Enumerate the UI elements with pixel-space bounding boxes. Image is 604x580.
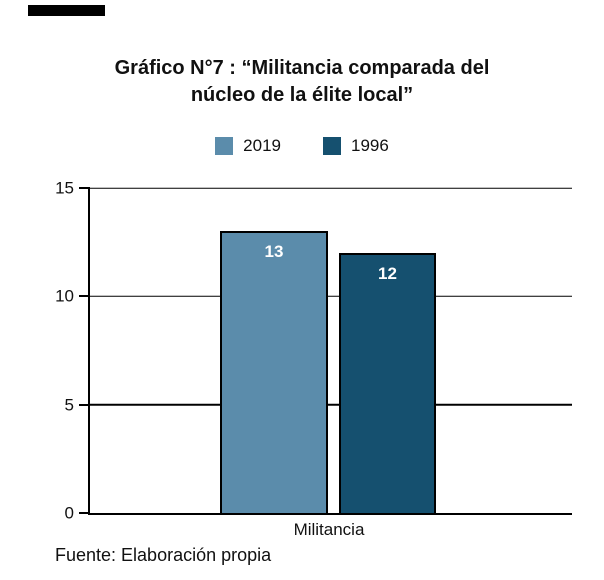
y-axis-tick [79,187,90,189]
source-note: Fuente: Elaboración propia [55,545,272,565]
y-axis-tick-label: 10 [55,286,74,306]
legend-item-1996: 1996 [323,136,389,156]
legend-swatch-1996-icon [323,137,341,155]
chart-legend: 2019 1996 [0,136,604,156]
legend-swatch-2019-icon [215,137,234,155]
y-axis-tick [79,403,90,406]
legend-label-2019: 2019 [243,136,281,155]
legend-item-2019: 2019 [215,136,281,156]
legend-label-1996: 1996 [351,136,389,155]
x-axis-label: Militancia [293,520,365,539]
y-axis-tick-label: 15 [55,178,74,198]
y-axis-tick-label: 0 [64,503,74,523]
gridline [90,295,572,298]
page-border-fragment [28,5,105,16]
chart-title: Gráfico N°7 : “Militancia comparada del … [0,55,604,109]
bar-2019: 13 [220,231,328,513]
y-axis-tick [79,295,90,298]
bar-value-2019: 13 [264,242,284,262]
y-axis-tick [79,512,90,514]
bar-1996: 12 [339,253,436,513]
y-axis-tick-label: 5 [64,395,74,415]
chart-title-line2: núcleo de la élite local” [190,84,414,106]
plot-area: 13 12 0 5 10 15 [55,180,572,522]
chart-title-line1: Gráfico N°7 : “Militancia comparada del [114,57,490,79]
gridline [90,403,572,406]
gridline [90,187,572,189]
bar-value-1996: 12 [378,264,397,283]
